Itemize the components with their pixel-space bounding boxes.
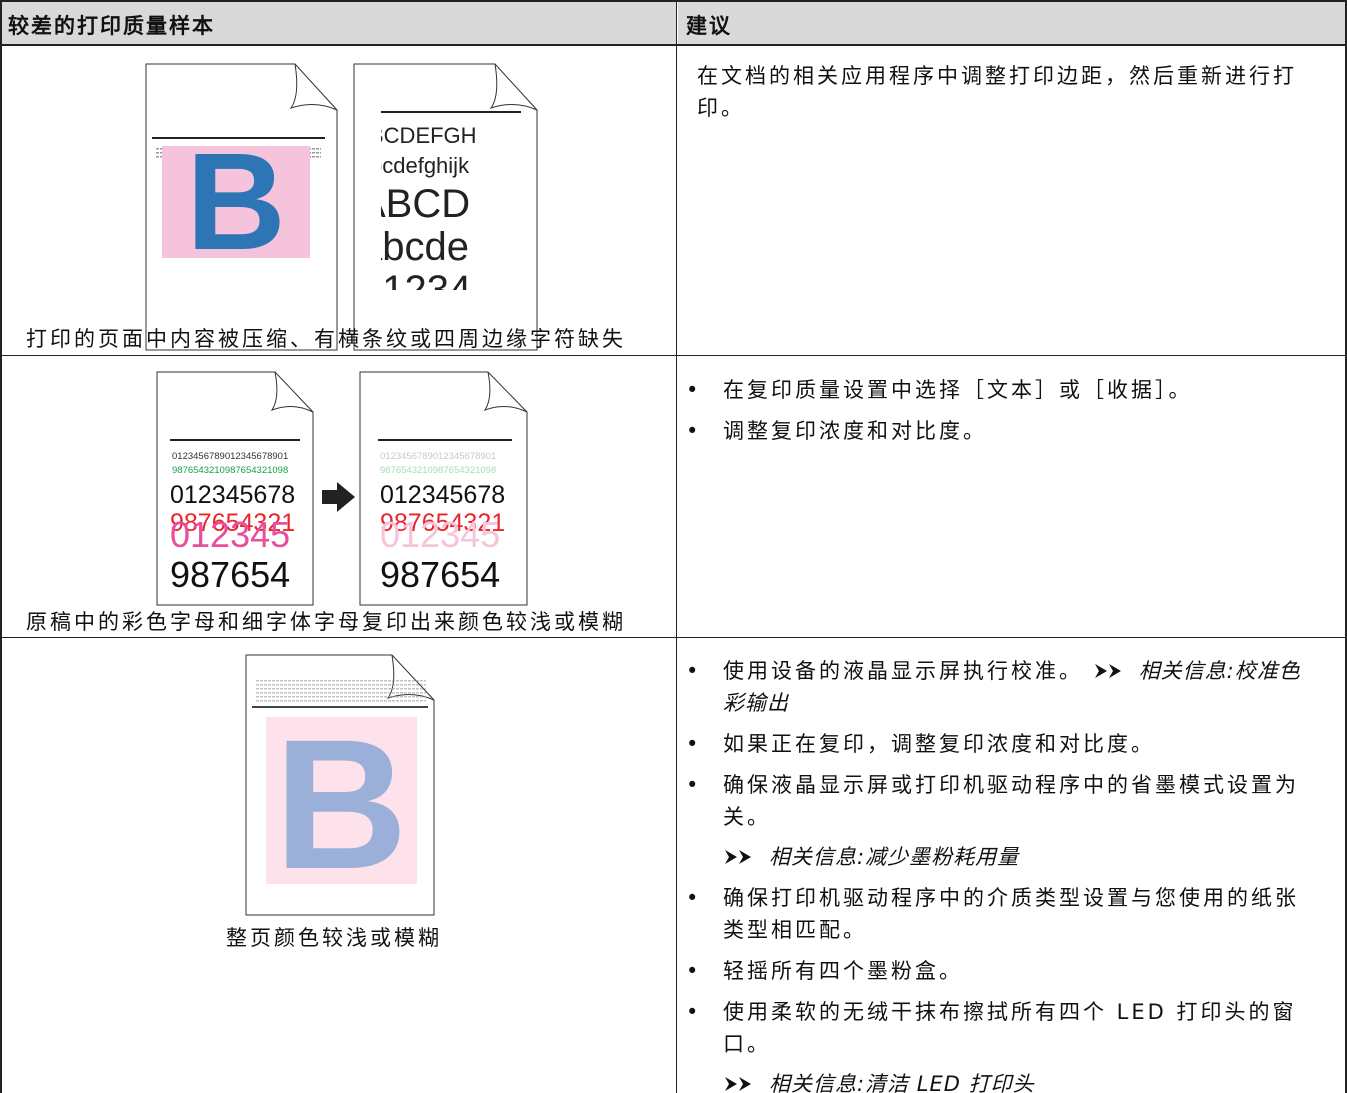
sample-text: 01234 <box>360 268 471 312</box>
bullet-text: 使用设备的液晶显示屏执行校准。 <box>723 659 1083 683</box>
sample-text: 9876543210987654321098 <box>172 465 288 476</box>
caption: 打印的页面中内容被压缩、有横条纹或四周边缘字符缺失 <box>26 327 626 351</box>
header-bg <box>678 1 1346 45</box>
bullet: • <box>686 959 702 983</box>
sample-text: bcdefghijk <box>370 153 470 178</box>
sample-text: 012345678 <box>380 481 505 509</box>
sample-text: 012345 <box>380 514 500 555</box>
bullet-item: • 调整复印浓度和对比度。 <box>677 415 1313 447</box>
sample-text: abcde <box>360 225 469 269</box>
arrow-icon <box>322 482 355 512</box>
advice-cell: • 在复印质量设置中选择［文本］或［收据］。 • 调整复印浓度和对比度。 <box>677 365 1327 447</box>
sample-text: 012345678 <box>170 481 295 509</box>
sample-text: 987654 <box>170 554 290 595</box>
bullet-item: • 使用柔软的无绒干抹布擦拭所有四个 LED 打印头的窗口。 <box>677 996 1313 1060</box>
sample-page: B <box>245 654 435 916</box>
rule <box>0 0 2 1093</box>
advice-cell: • 使用设备的液晶显示屏执行校准。 相关信息:校准色彩输出 • 如果正在复印，调整复印… <box>677 646 1327 1093</box>
link-icon <box>1094 664 1121 678</box>
bullet: • <box>686 732 702 756</box>
rule <box>0 637 1347 638</box>
sample-text: B <box>186 125 286 279</box>
bullet-text: 在复印质量设置中选择［文本］或［收据］。 <box>723 378 1193 402</box>
caption: 整页颜色较浅或模糊 <box>226 926 442 950</box>
bullet-text: 轻摇所有四个墨粉盒。 <box>723 959 963 983</box>
sample-text: 987654321 <box>170 509 295 537</box>
rule <box>0 44 1347 46</box>
sample-text: 012345 <box>170 514 290 555</box>
advice-cell: 在文档的相关应用程序中调整打印边距，然后重新进行打印。 <box>677 46 1327 124</box>
bullet-text: 如果正在复印，调整复印浓度和对比度。 <box>723 732 1155 756</box>
header-bg <box>1 1 677 45</box>
bullet-text: 调整复印浓度和对比度。 <box>723 419 987 443</box>
bullet-text: 使用柔软的无绒干抹布擦拭所有四个 LED 打印头的窗口。 <box>723 1000 1297 1056</box>
bullet-item: • 如果正在复印，调整复印浓度和对比度。 <box>677 728 1313 760</box>
rule <box>0 355 1347 356</box>
related-note: 相关信息:减少墨粉耗用量 <box>677 841 1327 873</box>
link[interactable]: 相关信息:减少墨粉耗用量 <box>769 845 1020 869</box>
sample-page: B <box>145 63 338 351</box>
sample-text: 9876543210987654321098 <box>380 465 496 476</box>
sample-text: 0123456789012345678901 <box>380 451 496 462</box>
rule <box>676 0 677 1093</box>
bullet-item: • 轻摇所有四个墨粉盒。 <box>677 955 1313 987</box>
bullet: • <box>686 419 702 443</box>
bullet: • <box>686 659 702 683</box>
sample-page: BCDEFGH bcdefghijk ABCD abcde 01234 <box>353 63 538 351</box>
sample-page: 0123456789012345678901 98765432109876543… <box>156 371 314 606</box>
bullet-text: 确保打印机驱动程序中的介质类型设置与您使用的纸张类型相匹配。 <box>723 886 1299 942</box>
related-note: 相关信息:清洁 LED 打印头 <box>677 1068 1327 1093</box>
header-cell: 建议 <box>686 14 732 38</box>
sample-text: 987654321 <box>380 509 505 537</box>
sample-text: 0123456789012345678901 <box>172 451 288 462</box>
sample-text: ABCD <box>359 182 470 226</box>
sample-text: BCDEFGH <box>369 123 477 148</box>
sample-text: B <box>274 702 408 908</box>
bullet: • <box>686 378 702 402</box>
header-cell: 较差的打印质量样本 <box>8 14 215 38</box>
caption: 原稿中的彩色字母和细字体字母复印出来颜色较浅或模糊 <box>26 610 626 634</box>
bullet-item: • 在复印质量设置中选择［文本］或［收据］。 <box>677 374 1313 406</box>
sample-page: 0123456789012345678901 98765432109876543… <box>359 371 528 606</box>
bullet: • <box>686 886 702 910</box>
link[interactable]: 相关信息:清洁 LED 打印头 <box>769 1072 1035 1093</box>
illustrations: B BCDEFGH bcdefghijk ABCD abcde 01234 01… <box>145 63 538 916</box>
link-icon <box>725 850 751 864</box>
paragraph: 在文档的相关应用程序中调整打印边距，然后重新进行打印。 <box>697 64 1297 120</box>
link-icon <box>725 1077 751 1091</box>
link[interactable]: 相关信息:校准色彩输出 <box>723 659 1301 715</box>
bullet-item: • 使用设备的液晶显示屏执行校准。 相关信息:校准色彩输出 <box>677 655 1313 719</box>
bullet: • <box>686 773 702 797</box>
bullet: • <box>686 1000 702 1024</box>
rule <box>1345 0 1347 1093</box>
bullet-text: 确保液晶显示屏或打印机驱动程序中的省墨模式设置为关。 <box>723 773 1299 829</box>
bullet-item: • 确保打印机驱动程序中的介质类型设置与您使用的纸张类型相匹配。 <box>677 882 1313 946</box>
bullet-item: • 确保液晶显示屏或打印机驱动程序中的省墨模式设置为关。 <box>677 769 1313 833</box>
rule <box>0 0 1347 2</box>
sample-text: 987654 <box>380 554 500 595</box>
